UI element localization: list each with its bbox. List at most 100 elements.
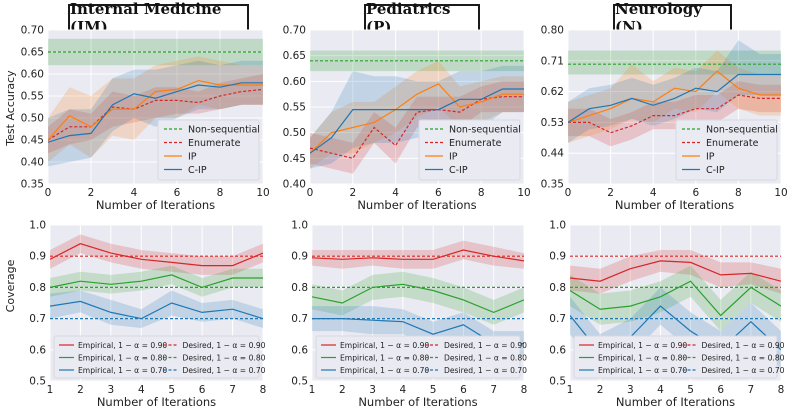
series-group — [570, 250, 781, 372]
y-tick-label: 1.0 — [549, 220, 566, 232]
y-tick-label: 0.35 — [21, 179, 44, 191]
legend-box — [53, 335, 260, 379]
confidence-band — [310, 60, 524, 169]
legend-label: Desired, 1 − α = 0.90 — [183, 341, 266, 350]
x-tick-label: 4 — [392, 187, 399, 199]
confidence-band — [50, 290, 263, 328]
x-tick-label: 4 — [650, 187, 657, 199]
y-tick-label: 1.0 — [29, 220, 46, 232]
x-tick-label: 3 — [369, 384, 376, 396]
legend-label: Empirical, 1 − α = 0.80 — [598, 354, 687, 363]
panel-title-p: Pediatrics (P) — [364, 0, 480, 36]
y-tick-label: 0.62 — [541, 86, 564, 98]
series-line-c-ip — [48, 82, 263, 143]
legend-label: C-IP — [706, 165, 725, 176]
x-tick-label: 2 — [88, 187, 95, 199]
x-tick-label: 6 — [174, 187, 181, 199]
series-line-empirical-1-0-90 — [312, 249, 524, 262]
series-group — [568, 40, 781, 147]
y-tick-label: 0.5 — [29, 376, 46, 388]
legend-label: Desired, 1 − α = 0.70 — [183, 366, 266, 375]
legend-box — [675, 119, 778, 181]
legend-label: Empirical, 1 − α = 0.90 — [78, 341, 167, 350]
series-line-enumerate — [310, 96, 524, 159]
y-tick-label: 0.40 — [21, 157, 44, 169]
x-axis-label: Number of Iterations — [358, 395, 477, 409]
confidence-band — [50, 234, 263, 275]
series-line-empirical-1-0-70 — [50, 300, 263, 320]
legend: Empirical, 1 − α = 0.90 Desired, 1 − α = … — [315, 335, 527, 379]
series-line-c-ip — [310, 88, 524, 154]
x-axis-label: Number of Iterations — [615, 198, 734, 212]
legend-box — [315, 335, 521, 379]
series-line-c-ip — [568, 73, 781, 123]
y-tick-label: 0.65 — [283, 50, 306, 62]
y-tick-label: 0.40 — [283, 179, 306, 191]
y-tick-label: 0.6 — [291, 344, 308, 356]
legend-label: Enumerate — [449, 138, 502, 149]
x-tick-label: 0 — [565, 187, 572, 199]
series-line-empirical-1-0-80 — [50, 274, 263, 289]
x-tick-label: 8 — [778, 384, 785, 396]
legend-label: IP — [188, 152, 197, 163]
legend-label: IP — [706, 152, 715, 163]
confidence-band — [312, 271, 524, 325]
legend-label: Enumerate — [706, 138, 759, 149]
y-tick-label: 0.5 — [291, 376, 308, 388]
x-tick-label: 5 — [430, 384, 437, 396]
legend-label: Desired, 1 − α = 0.90 — [444, 341, 527, 350]
series-group — [50, 234, 263, 328]
y-tick-label: 0.9 — [29, 251, 46, 263]
confidence-band — [312, 240, 524, 269]
legend: Non-sequential Enumerate IP C-IP — [418, 119, 521, 181]
x-tick-label: 8 — [735, 187, 742, 199]
confidence-band — [568, 50, 781, 75]
y-tick-label: 0.35 — [541, 179, 564, 191]
x-tick-label: 4 — [131, 187, 138, 199]
y-tick-label: 0.9 — [291, 251, 308, 263]
x-tick-label: 6 — [460, 384, 467, 396]
x-tick-label: 6 — [692, 187, 699, 199]
series-line-enumerate — [48, 88, 263, 141]
legend-label: Empirical, 1 − α = 0.70 — [598, 366, 687, 375]
y-tick-label: 0.8 — [291, 282, 308, 294]
series-line-ip — [48, 79, 263, 141]
series-group — [312, 240, 524, 356]
legend: Non-sequential Enumerate IP C-IP — [157, 119, 260, 181]
y-tick-label: 0.71 — [541, 55, 564, 67]
series-line-enumerate — [568, 94, 781, 134]
y-tick-label: 0.9 — [549, 251, 566, 263]
y-tick-label: 0.44 — [541, 148, 565, 160]
legend: Empirical, 1 − α = 0.90 Desired, 1 − α = … — [53, 335, 266, 379]
legend-label: C-IP — [449, 165, 468, 176]
x-tick-label: 0 — [307, 187, 314, 199]
x-tick-label: 10 — [256, 187, 269, 199]
x-tick-label: 7 — [229, 384, 236, 396]
legend-label: Desired, 1 − α = 0.90 — [702, 341, 785, 350]
legend-label: Non-sequential — [449, 125, 521, 136]
legend-label: Non-sequential — [188, 125, 260, 136]
y-tick-label: 0.8 — [29, 282, 46, 294]
x-tick-label: 8 — [217, 187, 224, 199]
legend: Empirical, 1 − α = 0.90 Desired, 1 − α = … — [573, 335, 785, 379]
series-line-ip — [310, 83, 524, 154]
x-tick-label: 8 — [521, 384, 528, 396]
legend-label: Desired, 1 − α = 0.70 — [702, 366, 785, 375]
y-tick-label: 0.60 — [283, 76, 306, 88]
confidence-band — [48, 74, 263, 154]
x-axis-label: Number of Iterations — [97, 395, 216, 409]
x-axis-label: Number of Iterations — [96, 198, 215, 212]
y-tick-label: 0.5 — [549, 376, 566, 388]
x-tick-label: 2 — [77, 384, 84, 396]
x-tick-label: 2 — [339, 384, 346, 396]
chart-n-acc: 0 2 4 6 8 10 0.35 0.44 0.53 0.62 0.71 0.80 Number of… — [541, 25, 788, 213]
y-tick-label: 0.7 — [549, 313, 566, 325]
y-tick-label: 0.50 — [21, 113, 44, 125]
x-tick-label: 2 — [349, 187, 356, 199]
confidence-band — [570, 250, 781, 294]
series-line-empirical-1-0-90 — [50, 243, 263, 267]
series-group — [48, 38, 263, 167]
legend-box — [573, 335, 778, 379]
series-line-empirical-1-0-80 — [570, 280, 781, 317]
